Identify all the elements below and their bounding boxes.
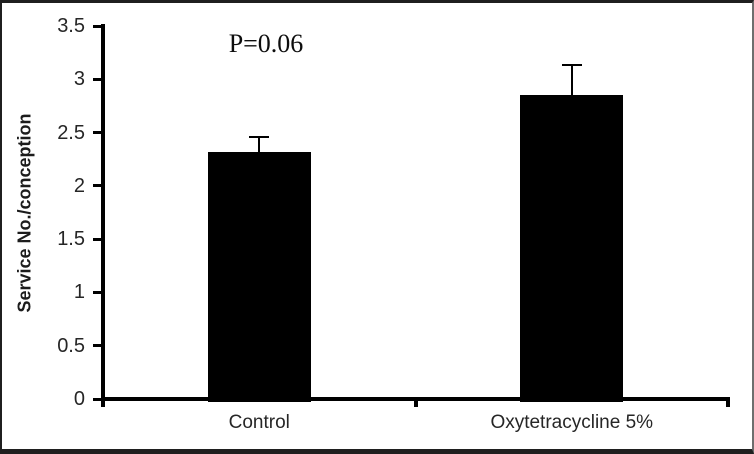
y-tick-label: 2 bbox=[73, 174, 85, 197]
x-category-label: Control bbox=[228, 412, 290, 433]
y-tick-mark bbox=[93, 24, 103, 28]
y-axis-line bbox=[101, 24, 105, 401]
y-tick-mark bbox=[93, 131, 103, 135]
x-tick-mark bbox=[726, 397, 730, 407]
y-tick-label: 3.5 bbox=[57, 15, 85, 37]
y-tick-label: 0.5 bbox=[57, 334, 85, 357]
y-tick-label: 0 bbox=[73, 388, 85, 410]
error-bar-cap bbox=[561, 64, 582, 67]
y-tick-label: 2.5 bbox=[57, 121, 85, 144]
y-tick-mark bbox=[93, 290, 103, 294]
y-tick-mark bbox=[93, 77, 103, 81]
y-tick-label: 1.5 bbox=[57, 228, 85, 251]
x-category-label: Oxytetracycline 5% bbox=[490, 412, 654, 433]
error-bar-whisker bbox=[258, 136, 261, 152]
y-tick-mark bbox=[93, 184, 103, 188]
error-bar-cap bbox=[249, 135, 270, 138]
error-bar-whisker bbox=[570, 65, 573, 96]
bar-oxytetracycline-5- bbox=[520, 95, 624, 402]
y-tick-label: 3 bbox=[73, 68, 85, 91]
bar-control bbox=[207, 151, 311, 402]
y-tick-label: 1 bbox=[73, 281, 85, 304]
y-tick-mark bbox=[93, 237, 103, 241]
x-tick-mark bbox=[101, 397, 105, 407]
y-tick-mark bbox=[93, 397, 103, 401]
x-tick-mark bbox=[413, 397, 418, 407]
p-value-annotation: P=0.06 bbox=[228, 29, 304, 58]
y-tick-mark bbox=[93, 344, 103, 348]
